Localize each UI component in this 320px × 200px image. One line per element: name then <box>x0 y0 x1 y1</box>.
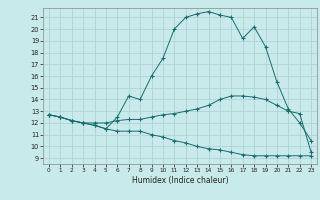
X-axis label: Humidex (Indice chaleur): Humidex (Indice chaleur) <box>132 176 228 185</box>
